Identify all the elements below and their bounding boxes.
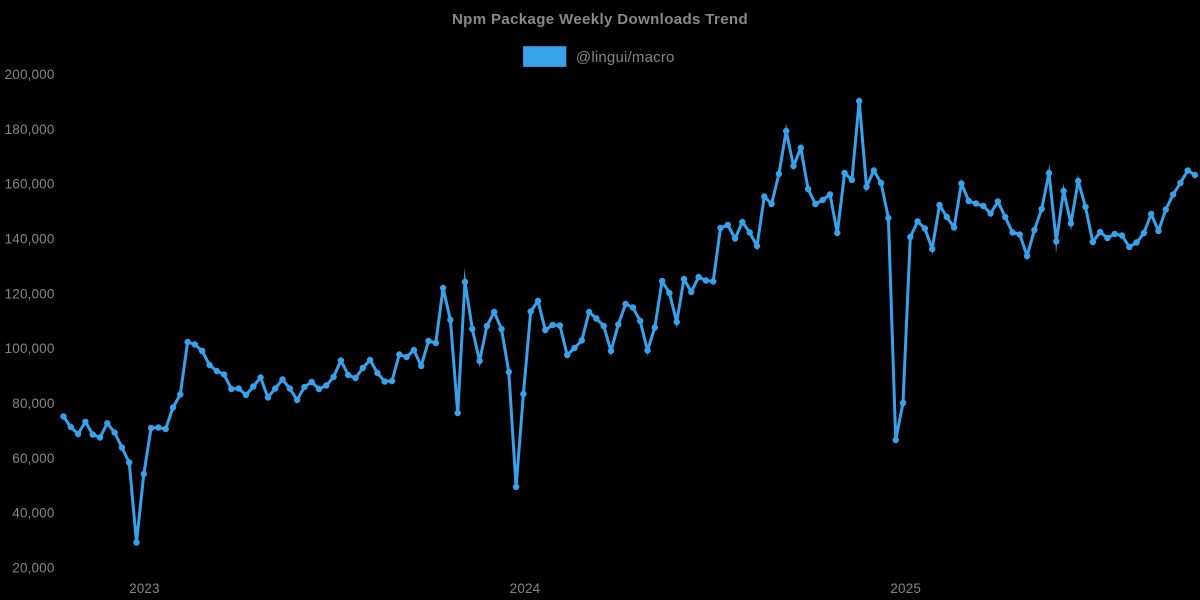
svg-text:140,000: 140,000: [5, 232, 55, 247]
svg-text:2024: 2024: [510, 581, 541, 596]
svg-text:60,000: 60,000: [12, 451, 54, 466]
svg-text:2025: 2025: [890, 581, 921, 596]
svg-text:Npm Package Weekly Downloads T: Npm Package Weekly Downloads Trend: [452, 11, 748, 28]
svg-text:200,000: 200,000: [5, 67, 55, 82]
svg-text:80,000: 80,000: [12, 396, 54, 411]
svg-text:180,000: 180,000: [5, 122, 55, 137]
svg-text:40,000: 40,000: [12, 506, 54, 521]
svg-text:2023: 2023: [129, 581, 160, 596]
svg-text:120,000: 120,000: [5, 286, 55, 301]
svg-text:@lingui/macro: @lingui/macro: [576, 49, 675, 66]
svg-text:100,000: 100,000: [5, 341, 55, 356]
svg-text:160,000: 160,000: [5, 177, 55, 192]
svg-text:20,000: 20,000: [12, 561, 54, 576]
